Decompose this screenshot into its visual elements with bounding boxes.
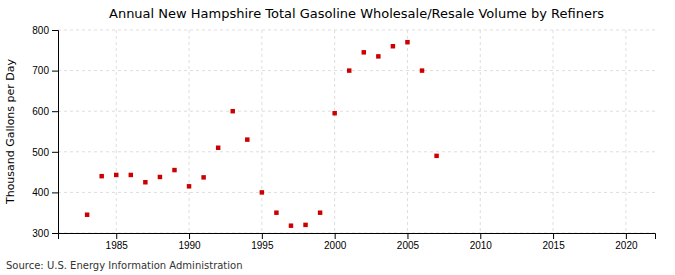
title: Annual New Hampshire Total Gasoline Whol… [109,6,604,21]
grid [58,30,655,233]
y-axis: 300 400 500 600 700 800 [32,25,58,239]
y-axis-tick-mark [52,152,58,153]
grid-line-y [58,70,655,71]
y-axis-tick-mark [52,71,58,72]
x-axis-tick: 1990 [178,233,201,251]
y-axis-tick-label: 300 [32,228,49,239]
point [332,111,336,115]
y-axis-tick-mark [52,30,58,31]
grid-line-x [480,30,481,233]
x-axis-tick-mark [407,233,408,239]
point [158,175,162,179]
point [143,180,147,184]
y-axis-domain [52,31,59,234]
point [274,210,278,214]
point [376,54,380,58]
point [172,168,176,172]
point [303,223,307,227]
x-axis-tick-mark [335,233,336,239]
x-axis-domain [59,234,656,240]
grid-line-x [407,30,408,233]
point [85,212,89,216]
x-axis-tick-mark [480,233,481,239]
x-axis-tick: 2010 [470,233,493,251]
points [85,40,439,228]
x-axis-tick: 1985 [106,233,129,251]
point [114,173,118,177]
x-axis: 1985 1990 1995 2000 2005 2010 2015 2020 [59,233,656,251]
x-axis-tick-label: 2005 [397,240,420,251]
x-axis-tick-label: 1990 [178,240,201,251]
y-axis-tick-label: 700 [32,65,49,76]
y-axis-tick: 800 [32,25,58,36]
x-axis-tick-label: 2000 [324,240,347,251]
y-axis-tick-mark [52,192,58,193]
grid-line-x [189,30,190,233]
point [230,109,234,113]
y-axis-title: Thousand Gallons per Day [4,58,17,205]
y-axis-tick: 700 [32,65,58,76]
point [318,210,322,214]
y-axis-tick-label: 800 [32,25,49,36]
x-axis-tick-label: 1995 [251,240,274,251]
grid-line-x [553,30,554,233]
point [201,175,205,179]
point [434,154,438,158]
y-axis-tick: 300 [32,228,58,239]
point [129,173,133,177]
x-axis-tick: 2020 [615,233,638,251]
x-axis-tick-mark [189,233,190,239]
point [99,174,103,178]
y-axis-tick: 400 [32,187,58,198]
x-axis-tick: 2015 [542,233,565,251]
point [289,223,293,227]
point [187,184,191,188]
y-axis-tick-label: 500 [32,147,49,158]
x-axis-tick: 1995 [251,233,274,251]
point [216,146,220,150]
x-axis-tick-label: 2010 [470,240,493,251]
grid-line-x [116,30,117,233]
point [391,44,395,48]
x-axis-tick: 2005 [397,233,420,251]
grid-line-y [58,30,655,31]
x-axis-tick-mark [626,233,627,239]
point [420,68,424,72]
point [362,50,366,54]
y-axis-tick-mark [52,111,58,112]
x-axis-tick-label: 2020 [615,240,638,251]
grid-line-y [58,151,655,152]
point [245,137,249,141]
chart-svg: 1985 1990 1995 2000 2005 2010 2015 2020 300 400 50… [0,0,675,275]
y-axis-tick: 600 [32,106,58,117]
x-axis-tick-label: 2015 [542,240,565,251]
x-axis-tick-label: 1985 [106,240,129,251]
point [347,68,351,72]
grid-line-y [58,111,655,112]
x-axis-tick-mark [553,233,554,239]
x-axis-tick-mark [116,233,117,239]
x-axis-tick-mark [262,233,263,239]
annotation: Source: U.S. Energy Information Administ… [6,260,243,271]
y-axis-tick: 500 [32,147,58,158]
y-axis-tick-label: 600 [32,106,49,117]
point [260,190,264,194]
grid-line-x [261,30,262,233]
grid-line-x [625,30,626,233]
point [405,40,409,44]
x-axis-tick: 2000 [324,233,347,251]
plot-area: 1985 1990 1995 2000 2005 2010 2015 2020 300 400 50… [32,25,655,251]
y-axis-tick-label: 400 [32,187,49,198]
grid-line-x [334,30,335,233]
grid-line-y [58,192,655,193]
y-axis-tick-mark [52,233,58,234]
